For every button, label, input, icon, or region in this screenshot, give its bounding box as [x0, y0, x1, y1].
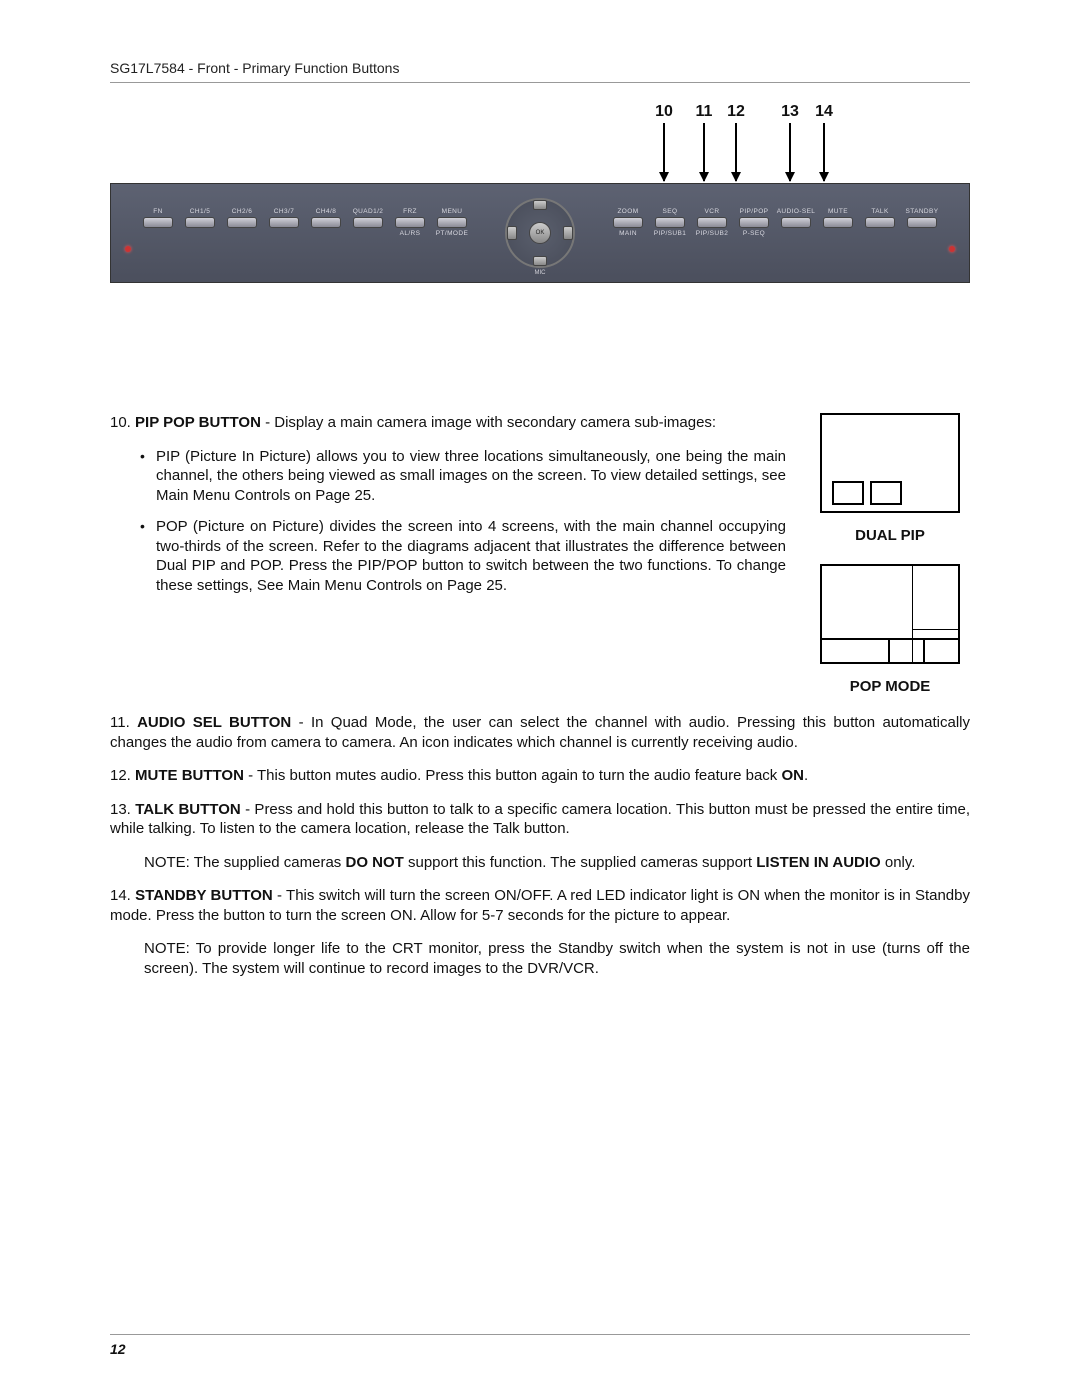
footer-rule: [110, 1334, 970, 1335]
item-number: 12.: [110, 767, 135, 784]
callout-label: 13: [776, 103, 804, 121]
item-text: - This button mutes audio. Press this bu…: [244, 767, 782, 784]
power-led: [125, 246, 131, 252]
pop-mode-label: POP MODE: [850, 678, 931, 695]
device-button[interactable]: PIP/POPP-SEQ: [737, 208, 771, 237]
callout-13: 13: [776, 103, 804, 181]
item-12: 12. MUTE BUTTON - This button mutes audi…: [110, 766, 970, 786]
callout-label: 12: [722, 103, 750, 121]
callout-label: 11: [690, 103, 718, 121]
device-button[interactable]: VCRPIP/SUB2: [695, 208, 729, 237]
callout-label: 14: [810, 103, 838, 121]
header-rule: [110, 82, 970, 83]
bullet-text: PIP (Picture In Picture) allows you to v…: [156, 447, 786, 506]
callout-14: 14: [810, 103, 838, 181]
bold-donot: DO NOT: [345, 854, 403, 871]
device-button[interactable]: MENUPT/MODE: [435, 208, 469, 237]
callout-11: 11: [690, 103, 718, 181]
item-text: - Display a main camera image with secon…: [261, 414, 716, 431]
bullet-text: POP (Picture on Picture) divides the scr…: [156, 517, 786, 595]
device-button[interactable]: QUAD1/2: [351, 208, 385, 237]
item-10: 10. PIP POP BUTTON - Display a main came…: [110, 413, 786, 433]
item-number: 14.: [110, 887, 135, 904]
nav-down[interactable]: [533, 256, 547, 266]
device-button[interactable]: SEQPIP/SUB1: [653, 208, 687, 237]
device-button[interactable]: CH2/6: [225, 208, 259, 237]
dual-pip-label: DUAL PIP: [855, 527, 925, 544]
item-10-bullet-1: •PIP (Picture In Picture) allows you to …: [140, 447, 786, 506]
nav-left[interactable]: [507, 226, 517, 240]
nav-cluster: OK: [505, 198, 575, 268]
item-title: AUDIO SEL BUTTON: [137, 714, 291, 731]
nav-right[interactable]: [563, 226, 573, 240]
item-number: 10.: [110, 414, 135, 431]
device-button[interactable]: ZOOMMAIN: [611, 208, 645, 237]
mic-label: MIC: [535, 270, 546, 276]
standby-led: [949, 246, 955, 252]
device-button[interactable]: AUDIO-SEL: [779, 208, 813, 237]
device-button[interactable]: TALK: [863, 208, 897, 237]
item-title: STANDBY BUTTON: [135, 887, 273, 904]
item-14-note: NOTE: To provide longer life to the CRT …: [144, 939, 970, 978]
item-13: 13. TALK BUTTON - Press and hold this bu…: [110, 800, 970, 839]
pop-mode-diagram: [820, 564, 960, 664]
right-button-row: ZOOMMAIN SEQPIP/SUB1 VCRPIP/SUB2 PIP/POPP-S…: [611, 208, 939, 237]
item-11: 11. AUDIO SEL BUTTON - In Quad Mode, the…: [110, 713, 970, 752]
callout-row: 10 11 12 13 14: [110, 103, 970, 183]
item-title: PIP POP BUTTON: [135, 414, 261, 431]
nav-ok-button[interactable]: OK: [529, 222, 551, 244]
nav-up[interactable]: [533, 200, 547, 210]
callout-10: 10: [650, 103, 678, 181]
callout-12: 12: [722, 103, 750, 181]
item-10-bullet-2: •POP (Picture on Picture) divides the sc…: [140, 517, 786, 595]
page-header: SG17L7584 - Front - Primary Function But…: [110, 60, 970, 76]
item-14: 14. STANDBY BUTTON - This switch will tu…: [110, 886, 970, 925]
device-button[interactable]: FRZAL/RS: [393, 208, 427, 237]
note-text: support this function. The supplied came…: [404, 854, 756, 871]
bold-listen: LISTEN IN AUDIO: [756, 854, 880, 871]
item-13-note: NOTE: The supplied cameras DO NOT suppor…: [144, 853, 970, 873]
note-text: only.: [881, 854, 916, 871]
device-button[interactable]: MUTE: [821, 208, 855, 237]
item-title: MUTE BUTTON: [135, 767, 244, 784]
device-button[interactable]: CH3/7: [267, 208, 301, 237]
item-title: TALK BUTTON: [135, 801, 240, 818]
item-number: 13.: [110, 801, 135, 818]
item-text: .: [804, 767, 808, 784]
device-button[interactable]: STANDBY: [905, 208, 939, 237]
device-button[interactable]: FN: [141, 208, 175, 237]
callout-label: 10: [650, 103, 678, 121]
page-number: 12: [110, 1341, 970, 1357]
note-text: NOTE: The supplied cameras: [144, 854, 345, 871]
device-front-panel: FN CH1/5 CH2/6 CH3/7 CH4/8 QUAD1/2 FRZAL/RS MEN…: [110, 183, 970, 283]
bold-on: ON: [781, 767, 804, 784]
item-number: 11.: [110, 714, 137, 731]
left-button-row: FN CH1/5 CH2/6 CH3/7 CH4/8 QUAD1/2 FRZAL/RS MEN…: [141, 208, 469, 237]
device-button[interactable]: CH4/8: [309, 208, 343, 237]
device-button[interactable]: CH1/5: [183, 208, 217, 237]
dual-pip-diagram: [820, 413, 960, 513]
